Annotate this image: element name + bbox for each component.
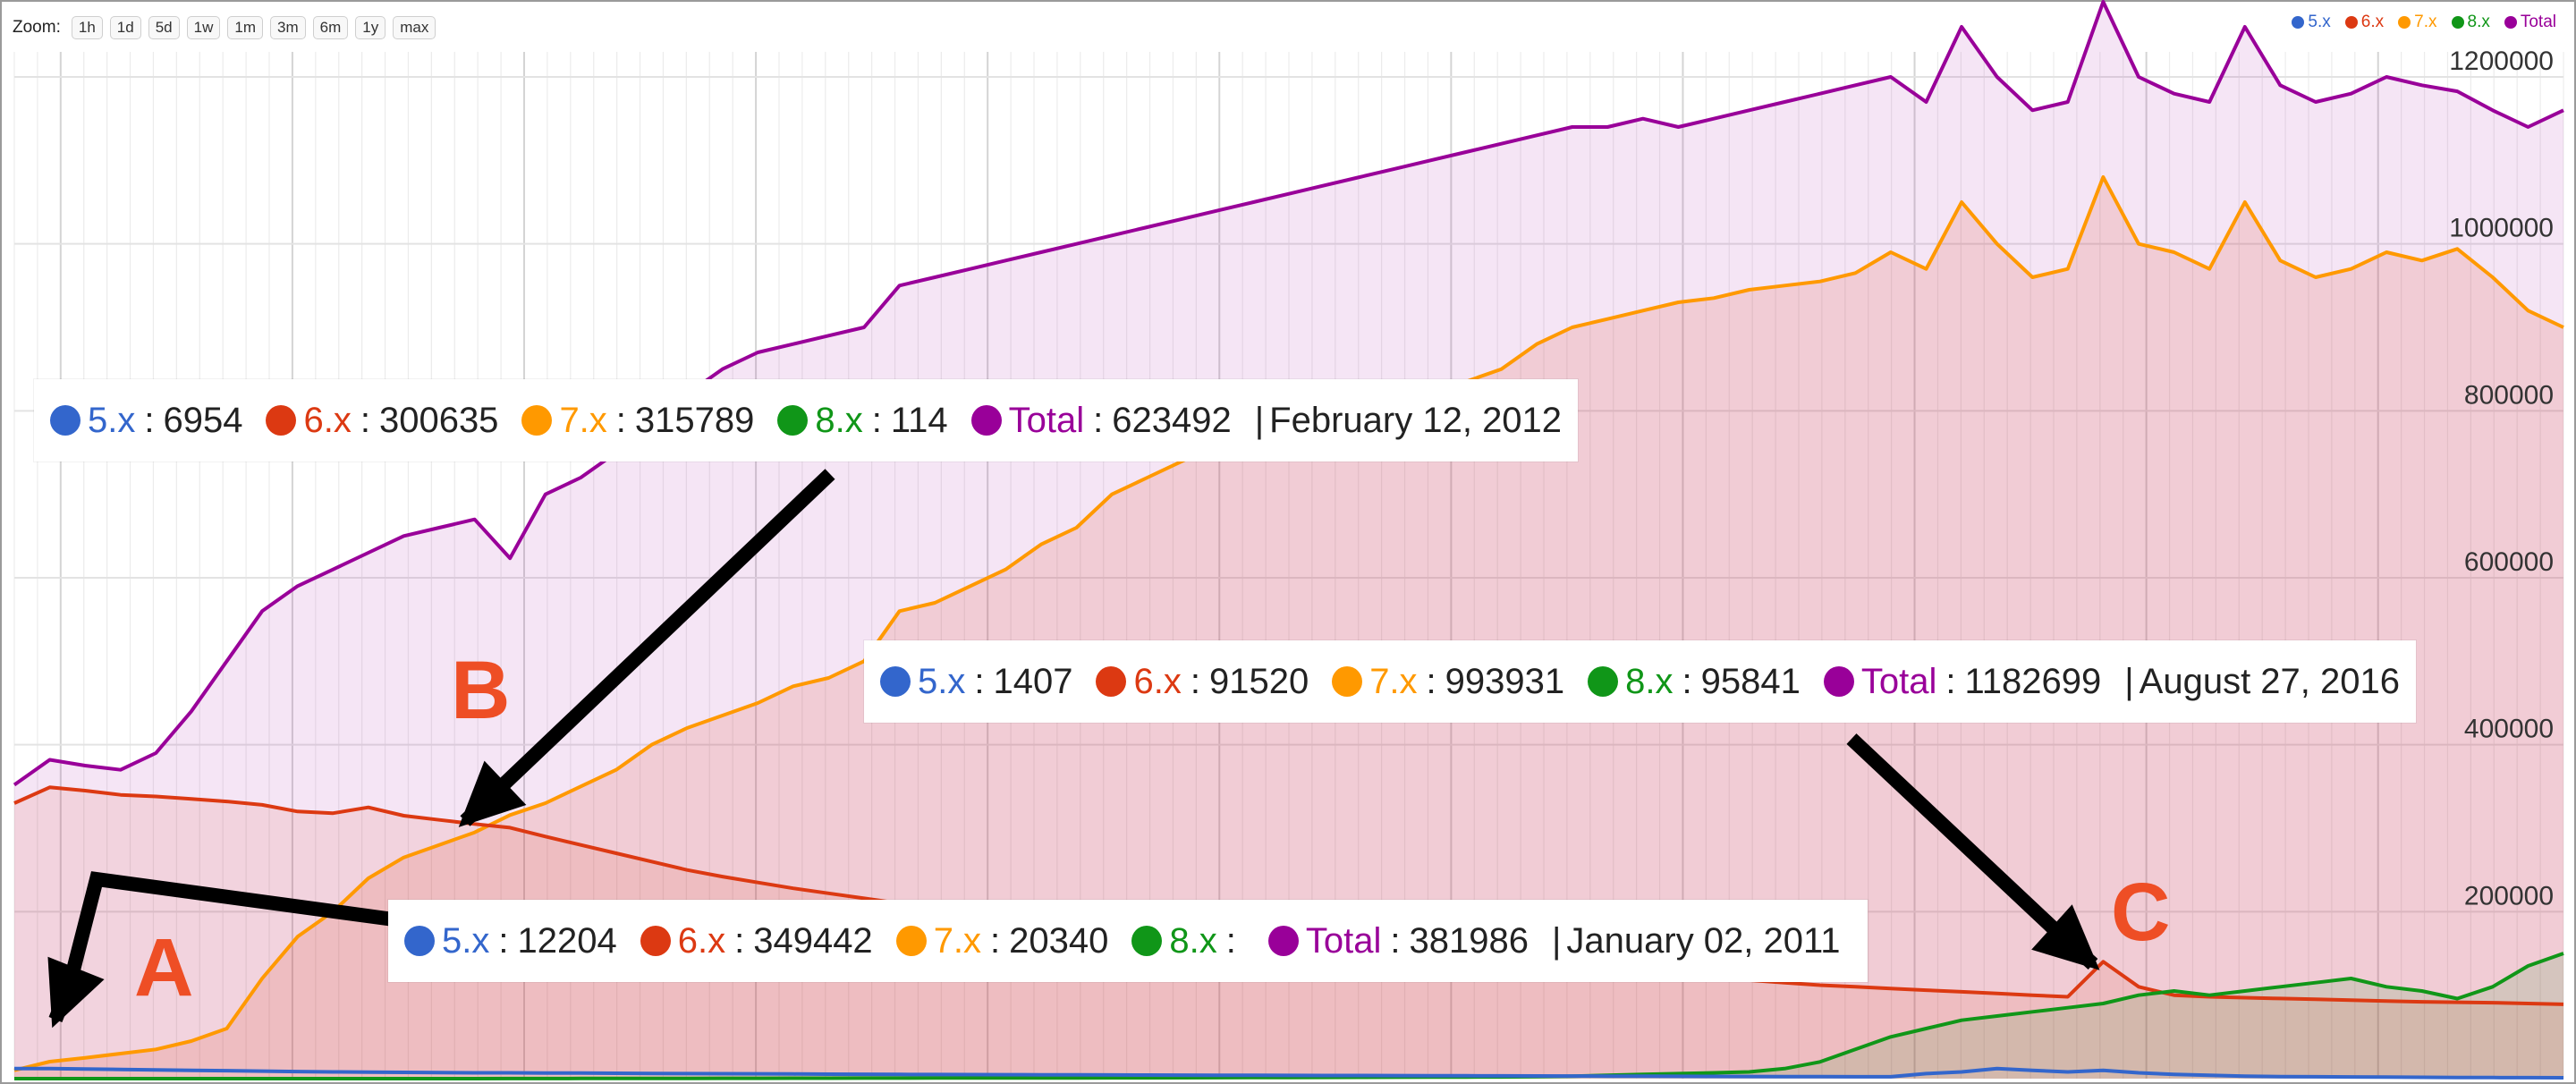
legend-label: 8.x xyxy=(2467,13,2490,31)
legend-dot-icon xyxy=(2398,16,2411,29)
tip-value-7x: 20340 xyxy=(1009,920,1109,961)
series-line-8x xyxy=(14,952,2564,1080)
y-tick-label: 400000 xyxy=(2464,715,2554,744)
tip-value-7x: 993931 xyxy=(1445,661,1565,701)
tooltip-february-2012: 5.x:6954 6.x:300635 7.x:315789 8.x:114 T… xyxy=(34,379,1579,462)
tip-label-6x: 6.x xyxy=(1133,661,1182,701)
zoom-button-1h[interactable]: 1h xyxy=(71,16,103,39)
callout-c: C xyxy=(2111,867,2171,958)
dot-7x-icon xyxy=(521,405,553,436)
tip-label-7x: 7.x xyxy=(559,400,607,440)
chart-legend: 5.x 6.x 7.x 8.x Total xyxy=(2292,13,2556,32)
dot-8x-icon xyxy=(777,405,809,436)
tip-date: January 02, 2011 xyxy=(1566,920,1841,961)
tip-value-8x: 114 xyxy=(890,400,948,440)
legend-item-total[interactable]: Total xyxy=(2504,13,2556,32)
legend-dot-icon xyxy=(2292,16,2305,29)
tip-value-6x: 91520 xyxy=(1208,661,1309,701)
zoom-label: Zoom: xyxy=(13,18,61,37)
dot-8x-icon xyxy=(1131,926,1163,956)
tooltip-august-2016: 5.x:1407 6.x:91520 7.x:993931 8.x:95841 … xyxy=(864,640,2417,723)
legend-item-5x[interactable]: 5.x xyxy=(2292,13,2331,32)
tip-value-5x: 1407 xyxy=(993,661,1073,701)
tip-date: August 27, 2016 xyxy=(2139,661,2401,701)
tip-value-8x: 95841 xyxy=(1700,661,1801,701)
tip-label-total: Total xyxy=(1008,400,1085,440)
dot-7x-icon xyxy=(895,926,927,956)
tip-label-8x: 8.x xyxy=(1169,920,1217,961)
tip-value-6x: 349442 xyxy=(753,920,873,961)
tip-label-total: Total xyxy=(1860,661,1937,701)
zoom-button-3m[interactable]: 3m xyxy=(269,16,306,39)
area-8x xyxy=(14,953,2563,1079)
tooltip-january-2011: 5.x:12204 6.x:349442 7.x:20340 8.x: Tota… xyxy=(388,900,1868,982)
dot-7x-icon xyxy=(1332,666,1363,697)
arrow-a-icon xyxy=(47,871,395,1029)
dot-6x-icon xyxy=(266,405,297,436)
legend-item-7x[interactable]: 7.x xyxy=(2398,13,2437,32)
legend-dot-icon xyxy=(2451,16,2464,29)
y-tick-label: 200000 xyxy=(2464,881,2554,910)
zoom-button-1y[interactable]: 1y xyxy=(355,16,386,39)
dot-6x-icon xyxy=(640,926,671,956)
callout-a: A xyxy=(134,922,194,1013)
legend-label: 6.x xyxy=(2360,13,2385,31)
legend-item-6x[interactable]: 6.x xyxy=(2344,13,2385,32)
tip-label-7x: 7.x xyxy=(933,920,982,961)
zoom-button-1m[interactable]: 1m xyxy=(227,16,263,39)
area-7x xyxy=(14,177,2563,1079)
zoom-toolbar: Zoom: 1h 1d 5d 1w 1m 3m 6m 1y max xyxy=(13,13,436,43)
legend-dot-icon xyxy=(2504,16,2517,29)
tip-label-5x: 5.x xyxy=(88,400,136,440)
zoom-button-max[interactable]: max xyxy=(393,16,436,39)
tip-label-5x: 5.x xyxy=(918,661,966,701)
tip-label-5x: 5.x xyxy=(442,920,490,961)
legend-label: Total xyxy=(2520,13,2556,31)
dot-5x-icon xyxy=(50,405,80,436)
series-line-5x xyxy=(14,1066,2564,1080)
legend-label: 5.x xyxy=(2308,13,2331,31)
dot-total-icon xyxy=(1823,666,1854,697)
zoom-button-6m[interactable]: 6m xyxy=(312,16,349,39)
dot-6x-icon xyxy=(1096,666,1127,697)
y-axis: 200000 400000 600000 800000 1000000 1200000 xyxy=(2449,47,2554,910)
tip-label-8x: 8.x xyxy=(815,400,863,440)
callout-b: B xyxy=(451,645,511,736)
tip-label-6x: 6.x xyxy=(677,920,726,961)
y-tick-label: 1200000 xyxy=(2449,47,2554,76)
dot-5x-icon xyxy=(880,666,911,697)
zoom-button-5d[interactable]: 5d xyxy=(148,16,180,39)
dot-total-icon xyxy=(1267,926,1299,956)
zoom-button-1w[interactable]: 1w xyxy=(186,16,221,39)
tip-label-total: Total xyxy=(1305,920,1382,961)
dot-5x-icon xyxy=(404,926,435,956)
tip-value-total: 381986 xyxy=(1409,920,1529,961)
tip-value-total: 623492 xyxy=(1112,400,1232,440)
tip-value-total: 1182699 xyxy=(1964,661,2102,701)
legend-dot-icon xyxy=(2344,16,2358,29)
tip-value-7x: 315789 xyxy=(634,400,755,440)
tip-value-5x: 6954 xyxy=(163,400,243,440)
tip-label-7x: 7.x xyxy=(1369,661,1418,701)
arrow-c-icon xyxy=(1846,733,2100,970)
legend-label: 7.x xyxy=(2414,13,2437,31)
tip-label-6x: 6.x xyxy=(303,400,352,440)
annotation-arrows xyxy=(47,469,2100,1029)
legend-item-8x[interactable]: 8.x xyxy=(2451,13,2490,32)
dot-total-icon xyxy=(970,405,1002,436)
arrow-b-icon xyxy=(458,469,835,827)
y-tick-label: 600000 xyxy=(2464,547,2554,577)
tip-value-5x: 12204 xyxy=(517,920,617,961)
tip-date: February 12, 2012 xyxy=(1269,400,1563,440)
area-6x xyxy=(14,787,2563,1079)
tip-value-6x: 300635 xyxy=(378,400,499,440)
y-tick-label: 1000000 xyxy=(2449,214,2554,243)
series-line-total xyxy=(13,0,2564,787)
y-tick-label: 800000 xyxy=(2464,380,2554,410)
tip-label-8x: 8.x xyxy=(1625,661,1674,701)
zoom-button-1d[interactable]: 1d xyxy=(109,16,141,39)
dot-8x-icon xyxy=(1588,666,1619,697)
